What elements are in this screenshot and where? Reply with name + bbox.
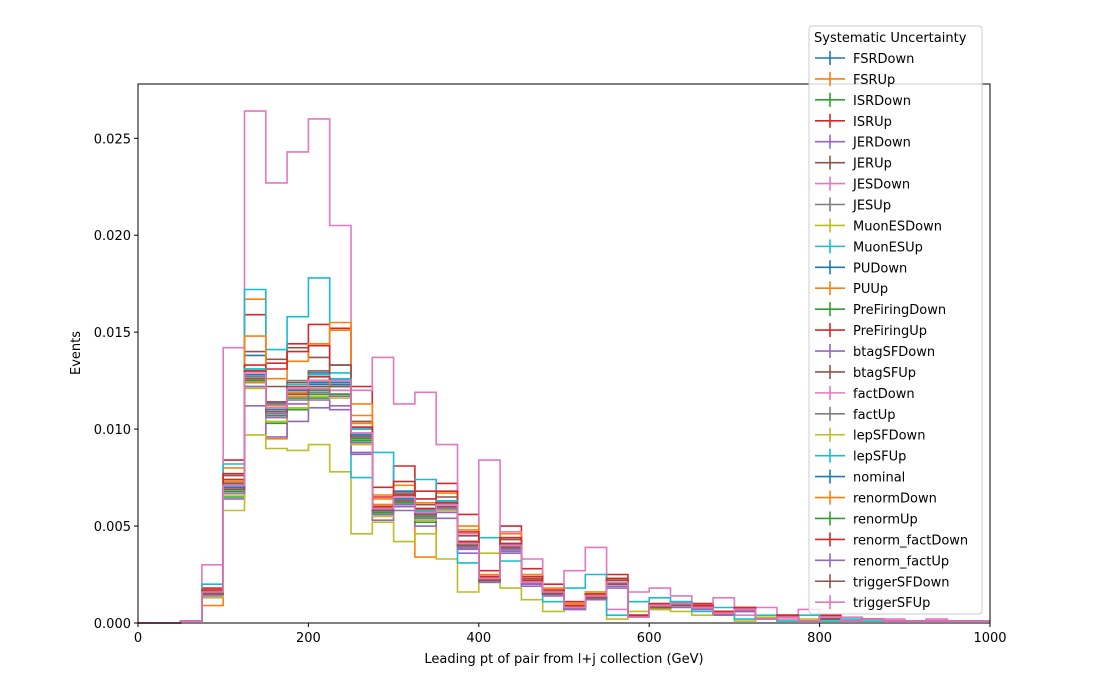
legend-label: ISRUp <box>853 115 892 130</box>
legend-entry-renorm_factUp: renorm_factUp <box>815 553 949 569</box>
legend-label: btagSFUp <box>853 366 916 381</box>
legend: Systematic Uncertainty FSRDown FSRUp ISRDo… <box>808 25 983 615</box>
legend-entry-MuonESDown: MuonESDown <box>815 218 942 234</box>
legend-entry-renormDown: renormDown <box>815 490 937 507</box>
legend-label: triggerSFDown <box>853 575 949 590</box>
x-tick-label: 400 <box>466 631 491 646</box>
legend-label: JESUp <box>852 199 891 214</box>
y-tick-label: 0.015 <box>94 326 131 341</box>
legend-label: JERDown <box>852 136 911 151</box>
legend-label: FSRUp <box>853 73 895 88</box>
legend-label: renorm_factUp <box>853 554 949 569</box>
plot-frame <box>137 83 991 624</box>
legend-label: ISRDown <box>853 94 911 109</box>
x-tick-label: 200 <box>296 631 321 646</box>
x-tick-label: 1000 <box>973 631 1006 646</box>
legend-box <box>808 25 983 615</box>
legend-entry-JERUp: JERUp <box>815 155 892 172</box>
legend-label: MuonESDown <box>853 219 942 234</box>
legend-label: PUUp <box>853 282 888 297</box>
legend-entry-JESUp: JESUp <box>815 197 891 214</box>
legend-entry-FSRUp: FSRUp <box>815 71 895 88</box>
y-tick-label: 0.020 <box>94 229 131 244</box>
legend-label: triggerSFUp <box>853 596 930 611</box>
y-tick-label: 0.025 <box>94 132 131 147</box>
x-tick-label: 0 <box>134 631 142 646</box>
legend-entry-triggerSFDown: triggerSFDown <box>815 574 949 590</box>
legend-label: JERUp <box>852 157 892 172</box>
legend-entry-MuonESUp: MuonESUp <box>815 239 923 255</box>
legend-label: renorm_factDown <box>853 533 968 548</box>
y-tick-label: 0.000 <box>94 617 131 632</box>
x-tick-label: 800 <box>807 631 832 646</box>
y-tick-label: 0.010 <box>94 423 131 438</box>
legend-label: PreFiringDown <box>853 303 946 318</box>
legend-entry-btagSFUp: btagSFUp <box>815 364 916 381</box>
legend-entry-renorm_factDown: renorm_factDown <box>815 532 968 548</box>
legend-entry-lepSFUp: lepSFUp <box>815 448 906 465</box>
legend-label: renormUp <box>853 512 918 527</box>
legend-entry-nominal: nominal <box>815 469 905 486</box>
legend-entry-factUp: factUp <box>815 406 896 423</box>
legend-entry-JESDown: JESDown <box>815 176 910 193</box>
legend-entry-PUDown: PUDown <box>815 260 907 276</box>
x-axis-label: Leading pt of pair from l+j collection (… <box>424 652 703 667</box>
legend-label: lepSFUp <box>853 450 906 465</box>
legend-label: FSRDown <box>853 52 914 67</box>
legend-entry-renormUp: renormUp <box>815 511 918 527</box>
legend-entry-PreFiringDown: PreFiringDown <box>815 302 946 318</box>
legend-items: FSRDown FSRUp ISRDown ISRUp JERDown JERUp JESD… <box>815 51 968 611</box>
legend-entry-ISRUp: ISRUp <box>815 113 892 130</box>
legend-label: factDown <box>853 387 915 402</box>
legend-label: btagSFDown <box>853 345 935 360</box>
series-line-triggerSFUp <box>138 372 990 624</box>
y-axis: 0.000 0.005 0.010 0.015 0.020 0.025 <box>94 132 138 632</box>
legend-entry-triggerSFUp: triggerSFUp <box>815 595 930 611</box>
legend-label: MuonESUp <box>853 240 923 255</box>
legend-entry-JERDown: JERDown <box>815 134 911 151</box>
legend-title: Systematic Uncertainty <box>814 31 967 46</box>
y-tick-label: 0.005 <box>94 520 131 535</box>
legend-entry-factDown: factDown <box>815 385 915 402</box>
legend-entry-ISRDown: ISRDown <box>815 92 911 109</box>
x-tick-label: 600 <box>637 631 662 646</box>
legend-entry-FSRDown: FSRDown <box>815 51 914 67</box>
legend-label: JESDown <box>852 178 910 193</box>
legend-entry-btagSFDown: btagSFDown <box>815 344 935 360</box>
legend-label: renormDown <box>853 492 937 507</box>
x-axis: 0 200 400 600 800 1000 <box>134 623 1007 646</box>
y-axis-label: Events <box>69 331 84 375</box>
legend-label: nominal <box>853 471 905 486</box>
legend-label: factUp <box>853 408 896 423</box>
series-layer <box>138 110 990 624</box>
legend-label: lepSFDown <box>853 429 925 444</box>
legend-label: PUDown <box>853 261 907 276</box>
legend-entry-PUUp: PUUp <box>815 281 888 297</box>
legend-label: PreFiringUp <box>853 324 927 339</box>
legend-entry-lepSFDown: lepSFDown <box>815 427 925 444</box>
legend-entry-PreFiringUp: PreFiringUp <box>815 323 927 339</box>
